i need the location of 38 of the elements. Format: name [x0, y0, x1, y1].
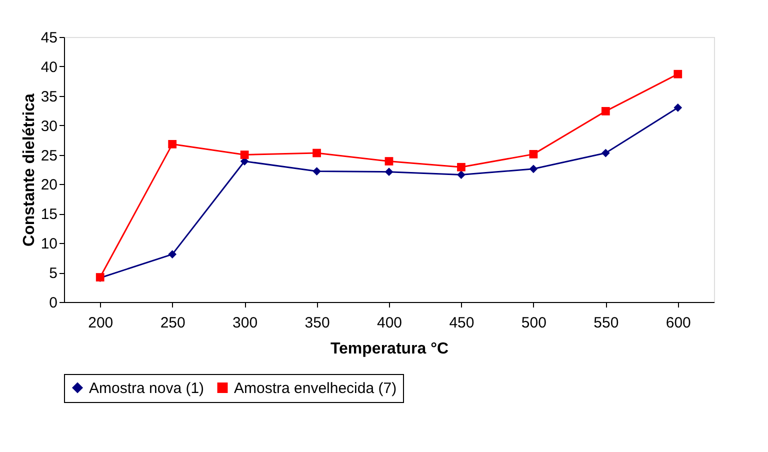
x-tick-label: 600 [666, 314, 691, 332]
y-axis-title: Constante dielétrica [20, 93, 38, 246]
point [674, 103, 682, 112]
x-tick-label: 300 [232, 314, 258, 332]
legend-label: Amostra nova (1) [89, 380, 204, 397]
point [384, 157, 394, 166]
x-tick-label: 450 [449, 314, 474, 332]
x-tick-label: 550 [594, 314, 619, 332]
x-tick-label: 350 [304, 314, 330, 332]
point [384, 168, 394, 176]
point [168, 140, 177, 148]
y-tick-label: 40 [40, 58, 58, 76]
y-tick-label: 20 [40, 176, 58, 194]
point [457, 170, 466, 179]
point [240, 150, 249, 159]
point [312, 167, 321, 176]
point [312, 148, 321, 158]
x-tick-label: 400 [376, 314, 402, 332]
y-tick-label: 45 [40, 30, 58, 46]
point [168, 250, 177, 258]
point [601, 148, 610, 158]
x-axis-title: Temperatura °C [330, 340, 450, 358]
x-tick-label: 250 [160, 314, 186, 332]
x-tick-label: 200 [88, 314, 114, 332]
y-tick-label: 5 [49, 265, 58, 282]
x-tick-label: 500 [521, 314, 546, 332]
y-tick-label: 0 [49, 294, 58, 312]
y-tick-label: 15 [40, 206, 58, 224]
point [457, 162, 466, 172]
y-tick-label: 25 [40, 147, 58, 164]
y-tick-label: 10 [40, 236, 58, 253]
y-tick-label: 35 [40, 88, 58, 106]
legend-label: Amostra envelhecida (7) [234, 380, 397, 397]
point [601, 107, 610, 116]
point [674, 70, 682, 78]
y-tick-label: 30 [40, 118, 58, 135]
point [529, 164, 538, 174]
point [529, 150, 538, 158]
